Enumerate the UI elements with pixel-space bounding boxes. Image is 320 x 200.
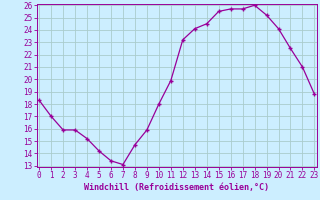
X-axis label: Windchill (Refroidissement éolien,°C): Windchill (Refroidissement éolien,°C) [84, 183, 269, 192]
